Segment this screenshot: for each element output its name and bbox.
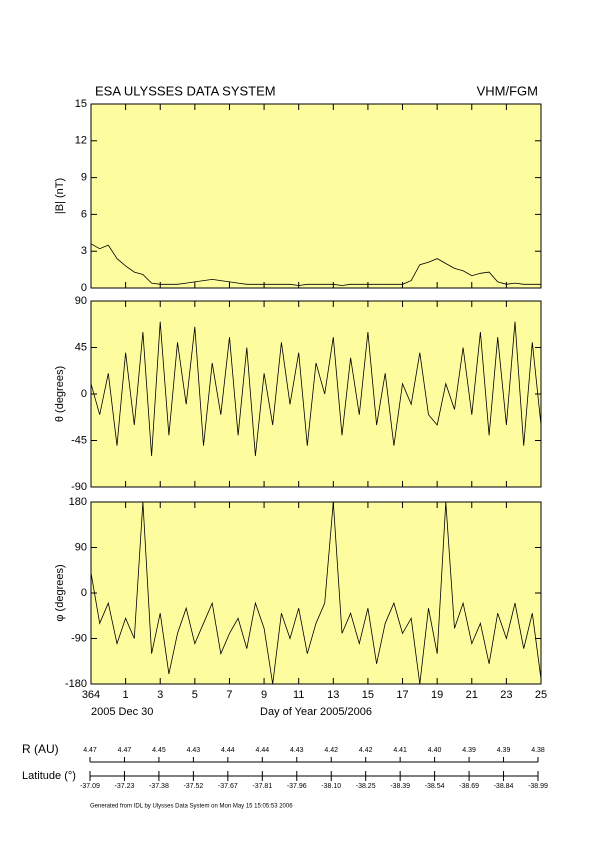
data-line xyxy=(90,501,542,685)
lat-value: -37.81 xyxy=(252,783,272,790)
y-tick-label: -90 xyxy=(71,632,87,644)
lat-value: -38.54 xyxy=(425,783,445,790)
x-tick-label: 13 xyxy=(327,689,339,701)
lat-value: -38.25 xyxy=(356,783,376,790)
x-tick-label: 15 xyxy=(362,689,374,701)
lat-label: Latitude (°) xyxy=(22,770,76,782)
y-tick-label: 6 xyxy=(81,208,87,220)
y-tick-label: 0 xyxy=(81,282,87,294)
r-value: 4.41 xyxy=(393,747,407,754)
y-tick-label: -45 xyxy=(71,434,87,446)
r-value: 4.45 xyxy=(152,747,166,754)
lat-value: -37.23 xyxy=(115,783,135,790)
y-tick-label: 180 xyxy=(69,496,87,508)
plot-background xyxy=(91,502,541,684)
y-tick-label: 12 xyxy=(75,135,87,147)
data-line xyxy=(90,243,541,286)
r-value: 4.47 xyxy=(118,747,132,754)
r-value: 4.39 xyxy=(497,747,511,754)
y-tick-label: -90 xyxy=(71,481,87,493)
lat-value: -38.99 xyxy=(528,783,548,790)
x-tick-label: 1 xyxy=(123,689,129,701)
r-value: 4.47 xyxy=(83,747,97,754)
lat-value: -38.39 xyxy=(390,783,410,790)
y-tick-label: 0 xyxy=(81,587,87,599)
x-tick-label: 21 xyxy=(466,689,478,701)
plot-frame xyxy=(90,300,542,488)
title: ESA ULYSSES DATA SYSTEM xyxy=(95,83,276,98)
x-tick-label: 3 xyxy=(157,689,163,701)
y-tick-label: 90 xyxy=(75,541,87,553)
y-tick-label: 9 xyxy=(81,172,87,184)
y-tick-label: 15 xyxy=(75,98,87,110)
x-tick-label: 17 xyxy=(396,689,408,701)
r-value: 4.43 xyxy=(290,747,304,754)
r-value: 4.42 xyxy=(359,747,373,754)
x-tick-label: 11 xyxy=(293,689,304,701)
x-tick-label: 19 xyxy=(431,689,443,701)
x-tick-label: 9 xyxy=(261,689,267,701)
y-tick-label: 45 xyxy=(75,341,87,353)
plot-background xyxy=(91,301,541,487)
lat-value: -37.96 xyxy=(287,783,307,790)
y-tick-label: -180 xyxy=(65,678,87,690)
x-tick-label: 23 xyxy=(500,689,512,701)
lat-value: -38.69 xyxy=(459,783,479,790)
r-value: 4.42 xyxy=(324,747,338,754)
lat-value: -38.10 xyxy=(321,783,341,790)
y-tick-label: 90 xyxy=(75,295,87,307)
y-axis-label: θ (degrees) xyxy=(54,366,66,422)
y-axis-label: |B| (nT) xyxy=(54,178,66,214)
lat-value: -38.84 xyxy=(494,783,514,790)
r-value: 4.38 xyxy=(531,747,545,754)
plot-frame xyxy=(90,501,542,685)
x-tick-label: 5 xyxy=(192,689,198,701)
y-tick-label: 3 xyxy=(81,245,87,257)
r-value: 4.44 xyxy=(221,747,235,754)
x-tick-label: 25 xyxy=(535,689,547,701)
lat-value: -37.38 xyxy=(149,783,169,790)
lat-value: -37.67 xyxy=(218,783,238,790)
plot-frame xyxy=(90,103,542,289)
plot-background xyxy=(91,104,541,288)
y-axis-label: φ (degrees) xyxy=(54,564,66,621)
r-label: R (AU) xyxy=(22,742,59,756)
x-tick-label: 7 xyxy=(226,689,232,701)
r-value: 4.43 xyxy=(187,747,201,754)
x-tick-label: 364 xyxy=(82,689,100,701)
data-line xyxy=(90,321,542,457)
instrument: VHM/FGM xyxy=(477,83,538,98)
lat-value: -37.52 xyxy=(183,783,203,790)
r-value: 4.39 xyxy=(462,747,476,754)
lat-value: -37.09 xyxy=(80,783,100,790)
footer: Generated from IDL by Ulysses Data Syste… xyxy=(90,804,293,810)
y-tick-label: 0 xyxy=(81,388,87,400)
r-value: 4.40 xyxy=(428,747,442,754)
x-axis-label: Day of Year 2005/2006 xyxy=(260,706,372,718)
start-date: 2005 Dec 30 xyxy=(91,706,153,718)
r-value: 4.44 xyxy=(255,747,269,754)
